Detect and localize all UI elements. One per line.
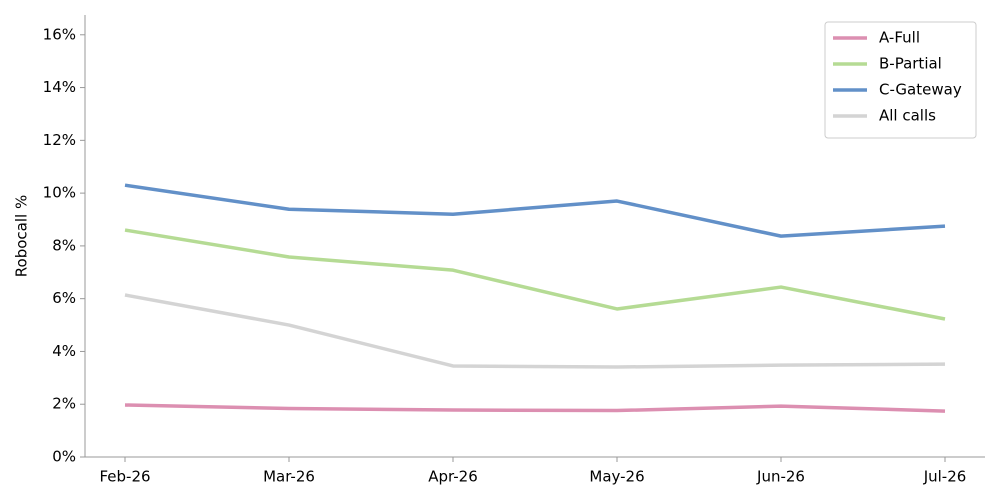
y-tick-label: 6%	[52, 289, 76, 307]
y-tick-label: 14%	[43, 78, 76, 96]
x-tick-label: Jun-26	[756, 468, 805, 486]
x-tick-label: Apr-26	[428, 468, 478, 486]
y-axis-label: Robocall %	[13, 195, 31, 277]
series-line	[124, 228, 946, 321]
x-tick-label: Mar-26	[263, 468, 315, 486]
series-line	[124, 403, 946, 413]
y-tick-label: 4%	[52, 342, 76, 360]
y-tick-label: 10%	[43, 184, 76, 202]
series-line	[124, 183, 946, 238]
x-tick-label: Feb-26	[99, 468, 150, 486]
legend-label: A-Full	[879, 29, 920, 47]
y-tick-label: 2%	[52, 395, 76, 413]
y-tick-label: 0%	[52, 448, 76, 466]
y-tick-label: 16%	[43, 25, 76, 43]
x-tick-label: Jul-26	[923, 468, 967, 486]
y-tick-label: 12%	[43, 131, 76, 149]
x-tick-label: May-26	[589, 468, 644, 486]
legend-box	[824, 21, 977, 139]
legend-label: C-Gateway	[879, 81, 962, 99]
y-tick-label: 8%	[52, 236, 76, 254]
legend-label: All calls	[879, 107, 936, 125]
legend-label: B-Partial	[879, 55, 942, 73]
series-line	[124, 293, 946, 369]
